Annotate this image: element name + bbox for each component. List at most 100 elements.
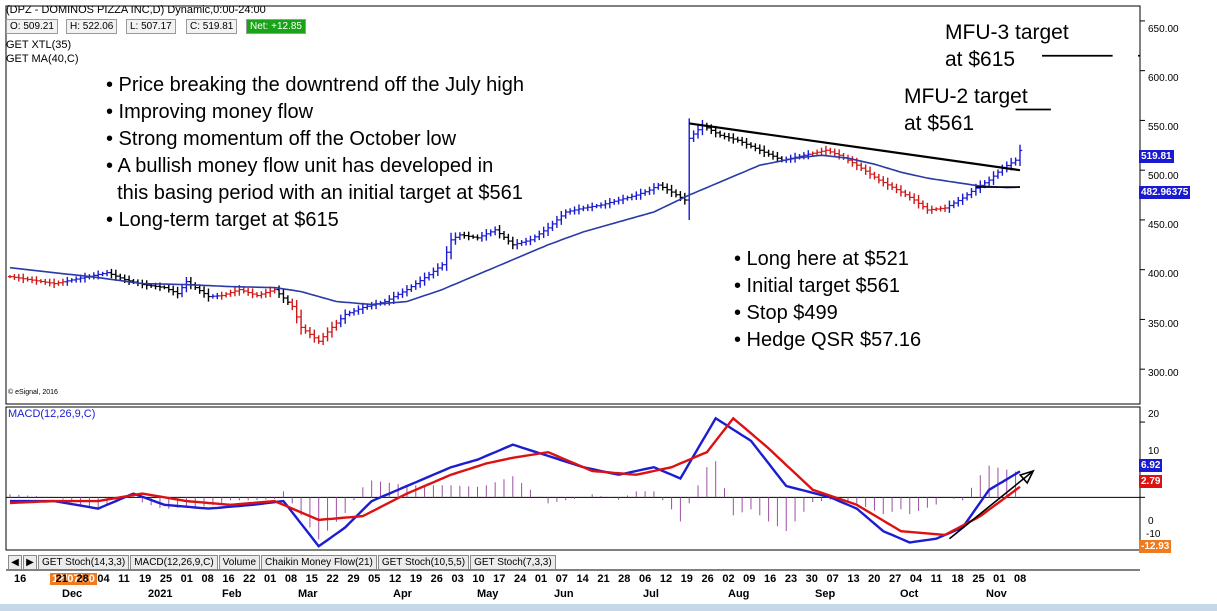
price-bar [620,194,626,205]
price-bar [12,274,17,280]
price-bar [303,324,308,334]
price-bar [753,143,758,152]
price-bar [550,220,555,232]
price-bar [576,204,582,215]
price-bar [91,272,96,280]
price-bar [259,291,264,299]
price-bar [700,119,705,136]
macd-tick-20: 20 [1148,409,1160,420]
price-bar [43,278,48,285]
tab-chaikin-money-flow[interactable]: Chaikin Money Flow(21) [261,555,377,569]
price-bar [109,268,114,279]
price-bar [603,200,608,209]
price-bar [832,148,837,157]
date-tick-label: 22 [326,573,339,585]
price-bar [223,292,229,298]
date-tick-label: 11 [930,573,943,585]
price-bar [462,231,467,239]
tab-scroll-left-button[interactable]: ◀ [8,555,22,569]
price-bar [263,288,269,298]
tab-stoch-10[interactable]: GET Stoch(10,5,5) [377,555,470,569]
date-tick-label: 16 [764,573,777,585]
high-value: H: 522.06 [66,19,118,34]
price-bar [409,284,414,292]
price-bar [638,188,643,200]
price-bar [814,149,820,156]
price-bar [369,301,374,310]
price-bar [585,204,590,212]
price-bar [757,144,762,155]
price-bar [351,308,357,316]
low-value: L: 507.17 [126,19,176,34]
tab-stoch-14[interactable]: GET Stoch(14,3,3) [38,555,130,569]
tab-scroll-right-button[interactable]: ▶ [23,555,37,569]
price-bar [651,183,657,195]
study-xtl-label[interactable]: GET XTL(35) [6,39,72,51]
price-bar [938,205,943,212]
tab-macd[interactable]: MACD(12,26,9,C) [130,555,218,569]
price-bar [51,278,57,288]
date-tick-label: 23 [784,573,798,585]
price-tick-650: 650.00 [1148,24,1179,35]
price-bar [69,278,74,283]
date-tick-label: 07 [826,573,839,585]
price-bar [334,319,339,331]
price-bar [422,272,427,286]
price-bar [325,327,330,342]
date-tick-label: 16 [222,573,235,585]
histogram-value-tag: -12.93 [1139,540,1172,553]
price-bar [316,335,321,344]
price-bar [581,205,586,212]
date-tick-label: 12 [659,573,673,585]
date-tick-label: 24 [514,573,527,585]
price-bar [21,273,26,284]
trade-hedge: • Hedge QSR $57.16 [734,329,922,351]
date-tick-label: 15 [305,573,318,585]
net-change-badge: Net: +12.85 [246,19,306,34]
momentum-arrow-head [1018,469,1035,485]
price-bar [193,282,198,290]
month-label: Apr [393,588,412,600]
price-bar [616,196,621,205]
chart-title: (DPZ - DOMINOS PIZZA INC,D) Dynamic,0:00… [6,4,266,16]
price-bar [1000,164,1005,176]
price-bar [342,309,348,324]
price-bar [65,276,70,286]
price-bar [219,291,224,300]
price-bar [717,130,723,138]
price-bar [56,280,61,286]
price-tick-300: 300.00 [1148,368,1179,379]
price-bar [806,150,811,160]
date-tick-label: 12/07/20 [50,573,97,585]
price-bar [859,162,864,172]
price-bar [413,280,418,290]
month-label: Sep [815,588,836,600]
price-bar [872,171,877,180]
price-bar [929,205,934,214]
tab-stoch-7[interactable]: GET Stoch(7,3,3) [470,555,556,569]
price-bar [735,136,740,143]
price-bar [60,278,66,286]
note-5: this basing period with an initial targe… [106,182,523,204]
price-bar [298,309,304,335]
date-tick-label: 02 [722,573,735,585]
price-bar [29,276,35,284]
price-bar [206,288,211,302]
price-bar [7,275,13,279]
price-bar [647,186,652,196]
study-ma-label[interactable]: GET MA(40,C) [6,53,79,65]
price-bar [545,222,551,236]
price-bar [100,271,105,277]
macd-title[interactable]: MACD(12,26,9,C) [8,408,96,420]
tab-volume[interactable]: Volume [218,555,261,569]
macd-panel [6,416,1145,548]
price-bar [166,284,171,293]
price-bar [810,151,815,157]
date-tick-label: 01 [534,573,548,585]
date-tick-label: 04 [97,573,110,585]
date-tick-label: 01 [993,573,1006,585]
price-bar [841,153,846,160]
month-label: Mar [298,588,318,600]
price-tick-500: 500.00 [1148,171,1179,182]
